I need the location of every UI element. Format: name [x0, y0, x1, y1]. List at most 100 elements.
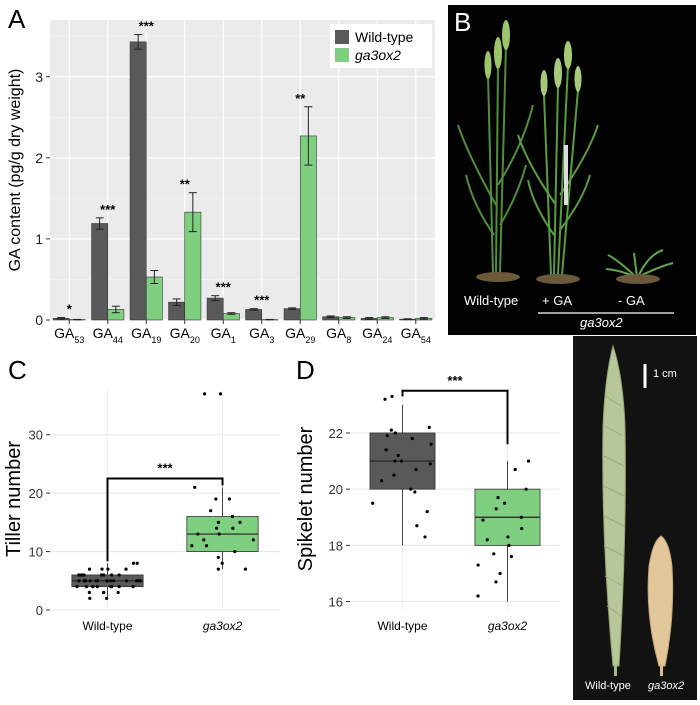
- significance-mark: *: [67, 302, 73, 317]
- data-point: [95, 585, 99, 589]
- x-tick-label: GA24: [362, 325, 392, 345]
- data-point: [138, 579, 142, 583]
- data-point: [116, 590, 120, 595]
- x-tick-label: ga3ox2: [488, 619, 528, 633]
- data-point: [429, 442, 433, 446]
- plant-photo: B Wild-type + GA - GA ga3ox2: [448, 5, 696, 335]
- spike-illustration: [602, 344, 674, 676]
- data-point: [392, 473, 396, 477]
- ga3ox2-group-label: ga3ox2: [580, 315, 623, 330]
- plant-illustration: [457, 20, 674, 314]
- data-point: [196, 532, 200, 536]
- data-point: [384, 448, 388, 452]
- data-point: [227, 497, 232, 501]
- data-point: [389, 428, 393, 432]
- y-tick-label: 22: [329, 426, 343, 441]
- x-tick-label: Wild-type: [377, 619, 427, 633]
- data-point: [131, 561, 136, 565]
- significance-mark: ***: [139, 19, 155, 34]
- data-point: [202, 538, 206, 542]
- legend: Wild-type ga3ox2: [330, 24, 432, 68]
- legend-label: ga3ox2: [355, 47, 401, 63]
- minus-ga-photo-label: - GA: [618, 293, 645, 308]
- data-point: [82, 573, 86, 577]
- y-tick-label: 18: [329, 538, 343, 553]
- data-point: [414, 467, 418, 472]
- significance-mark: ***: [157, 461, 173, 476]
- data-point: [399, 459, 404, 463]
- data-point: [106, 567, 110, 571]
- data-point: [131, 585, 135, 589]
- data-point: [396, 453, 400, 458]
- spikelet-number-box-plot: 16 18 20 22 Wild-type ga3ox2 *** Spikelet numbe…: [295, 373, 560, 633]
- data-point: [494, 507, 498, 511]
- data-point: [102, 573, 106, 577]
- data-point: [425, 510, 429, 514]
- data-point: [209, 509, 213, 513]
- y-tick-label: 3: [35, 69, 43, 85]
- data-point: [217, 532, 221, 536]
- bar: [129, 41, 147, 321]
- data-point: [135, 561, 139, 565]
- y-tick-label: 0: [35, 312, 43, 328]
- x-tick-label: GA29: [285, 325, 315, 345]
- legend-swatch: [335, 30, 349, 44]
- legend-label: Wild-type: [355, 29, 414, 45]
- tiller-number-box-plot: 0 10 20 30 Wild-type ga3ox2 *** Tiller number: [3, 388, 280, 633]
- data-point: [423, 535, 427, 539]
- data-point: [87, 567, 92, 571]
- data-point: [216, 567, 220, 571]
- significance-bracket: [401, 389, 509, 445]
- data-point: [105, 596, 109, 600]
- spike-photo: E 1 cm Wild-type ga3ox2: [573, 336, 697, 700]
- significance-mark: ***: [100, 202, 116, 217]
- plus-ga-photo-label: + GA: [542, 293, 572, 308]
- significance-mark: ***: [447, 373, 463, 388]
- x-tick-label: GA54: [401, 325, 431, 345]
- data-point: [492, 552, 496, 556]
- data-point: [109, 585, 113, 589]
- y-tick-label: 10: [29, 545, 43, 560]
- significance-mark: ***: [216, 280, 232, 295]
- data-point: [481, 518, 485, 522]
- data-point: [428, 462, 432, 466]
- scale-bar-label: 1 cm: [653, 368, 677, 380]
- data-point: [526, 459, 531, 463]
- data-point: [216, 555, 220, 560]
- panel-letter-d: D: [296, 355, 315, 385]
- data-point: [124, 579, 129, 583]
- data-point: [251, 538, 255, 542]
- data-point: [77, 573, 81, 577]
- data-point: [498, 571, 502, 576]
- data-point: [111, 579, 116, 583]
- data-point: [393, 459, 397, 463]
- data-point: [519, 515, 523, 519]
- data-point: [124, 567, 128, 571]
- data-point: [506, 535, 510, 539]
- bar: [206, 297, 224, 321]
- plot-background: [50, 20, 435, 320]
- significance-mark: **: [295, 91, 306, 106]
- data-point: [371, 501, 375, 505]
- data-point: [99, 573, 104, 577]
- significance-mark: **: [180, 177, 191, 192]
- x-tick-label: GA8: [326, 325, 351, 345]
- data-point: [117, 573, 121, 577]
- data-point: [509, 555, 514, 559]
- data-point: [383, 397, 387, 401]
- x-tick-label: GA53: [54, 325, 84, 345]
- data-point: [238, 520, 242, 524]
- x-tick-label: Wild-type: [82, 619, 132, 633]
- y-tick-label: 1: [35, 231, 43, 247]
- data-point: [105, 579, 110, 583]
- data-point: [83, 579, 87, 583]
- data-point: [102, 590, 106, 595]
- data-point: [410, 436, 414, 441]
- data-point: [77, 579, 81, 583]
- data-point: [216, 520, 220, 524]
- significance-bracket: [106, 477, 224, 562]
- data-point: [190, 544, 194, 548]
- data-point: [502, 501, 507, 505]
- wild-type-spike-label: Wild-type: [585, 680, 631, 692]
- legend-swatch: [335, 48, 349, 62]
